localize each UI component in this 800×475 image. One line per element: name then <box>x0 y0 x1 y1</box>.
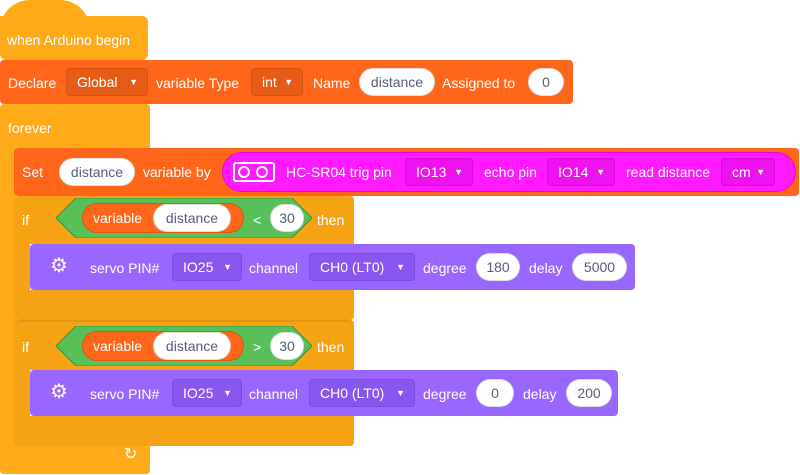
type-label: variable Type <box>156 75 240 91</box>
degree-input[interactable]: 0 <box>476 379 514 407</box>
forever-arm <box>0 140 16 436</box>
set-variable-input[interactable]: distance <box>59 158 135 186</box>
scope-dropdown[interactable]: Global ▼ <box>66 68 148 96</box>
forever-label: forever <box>8 120 52 136</box>
if-block-2-bottom <box>14 416 354 446</box>
hat-label: when Arduino begin <box>7 32 130 48</box>
declare-block[interactable]: Declare Global ▼ variable Type int ▼ Nam… <box>0 60 573 104</box>
variable-reporter[interactable]: variable distance <box>82 203 244 233</box>
if-label: if <box>22 212 29 228</box>
echo-pin-value: IO14 <box>558 164 589 180</box>
if-block-1-bottom <box>14 290 354 320</box>
sensor-label: HC-SR04 trig pin <box>286 164 392 180</box>
then-label: then <box>317 339 345 355</box>
chevron-down-icon: ▼ <box>454 167 463 177</box>
unit-value: cm <box>732 164 751 180</box>
chevron-down-icon: ▼ <box>129 77 138 87</box>
servo-pin-dropdown[interactable]: IO25 ▼ <box>172 253 242 281</box>
forever-block[interactable]: forever <box>0 104 150 148</box>
delay-input[interactable]: 200 <box>566 379 612 407</box>
trig-pin-dropdown[interactable]: IO13 ▼ <box>405 158 473 186</box>
unit-dropdown[interactable]: cm ▼ <box>721 158 775 186</box>
assigned-value-input[interactable]: 0 <box>528 68 564 96</box>
hat-cap <box>0 0 90 30</box>
degree-input[interactable]: 180 <box>476 253 520 281</box>
channel-label: channel <box>249 386 299 402</box>
ultrasonic-sensor-icon <box>233 162 275 182</box>
variable-name-input[interactable]: distance <box>359 68 435 96</box>
chevron-down-icon: ▼ <box>223 262 232 272</box>
chevron-down-icon: ▼ <box>756 167 765 177</box>
operator-label: < <box>253 212 262 228</box>
variable-label: variable <box>93 338 143 354</box>
servo-motor-icon: ⚙ <box>50 255 68 277</box>
if-block-1-arm <box>14 244 30 292</box>
then-label: then <box>317 212 345 228</box>
variable-reporter[interactable]: variable distance <box>82 331 244 361</box>
degree-label: degree <box>423 260 467 276</box>
hc-sr04-reporter[interactable]: HC-SR04 trig pin IO13 ▼ echo pin IO14 ▼ … <box>222 152 796 192</box>
echo-pin-dropdown[interactable]: IO14 ▼ <box>547 158 615 186</box>
variable-name-field[interactable]: distance <box>153 204 231 232</box>
if-block-1[interactable]: if variable distance < 30 then <box>14 196 354 244</box>
servo-pin-value: IO25 <box>183 259 214 275</box>
set-block[interactable]: Set distance variable by HC-SR04 trig pi… <box>14 148 799 196</box>
compare-value-input[interactable]: 30 <box>270 332 304 360</box>
assign-label: Assigned to <box>442 75 516 91</box>
channel-dropdown[interactable]: CH0 (LT0) ▼ <box>309 253 415 281</box>
set-label: Set <box>22 164 44 180</box>
channel-value: CH0 (LT0) <box>320 385 385 401</box>
servo-pin-label: servo PIN# <box>90 260 160 276</box>
type-dropdown[interactable]: int ▼ <box>251 68 303 96</box>
delay-input[interactable]: 5000 <box>572 253 627 281</box>
operator-label: > <box>253 339 262 355</box>
variable-name-field[interactable]: distance <box>153 332 231 360</box>
delay-label: delay <box>529 260 563 276</box>
channel-value: CH0 (LT0) <box>320 259 385 275</box>
servo-pin-value: IO25 <box>183 385 214 401</box>
servo-block-1[interactable]: ⚙ servo PIN# IO25 ▼ channel CH0 (LT0) ▼ … <box>30 244 635 290</box>
variable-label: variable <box>93 210 143 226</box>
echo-label: echo pin <box>484 164 537 180</box>
chevron-down-icon: ▼ <box>596 167 605 177</box>
name-label: Name <box>313 75 351 91</box>
read-distance-label: read distance <box>626 164 711 180</box>
if-block-2-arm <box>14 370 30 418</box>
servo-pin-label: servo PIN# <box>90 386 160 402</box>
chevron-down-icon: ▼ <box>284 77 293 87</box>
channel-label: channel <box>249 260 299 276</box>
scope-value: Global <box>77 74 118 90</box>
chevron-down-icon: ▼ <box>396 262 405 272</box>
loop-arrow-icon: ↻ <box>124 446 138 463</box>
type-value: int <box>262 74 277 90</box>
if-label: if <box>22 339 29 355</box>
servo-block-2[interactable]: ⚙ servo PIN# IO25 ▼ channel CH0 (LT0) ▼ … <box>30 370 618 416</box>
servo-pin-dropdown[interactable]: IO25 ▼ <box>172 379 242 407</box>
by-label: variable by <box>143 164 211 180</box>
trig-pin-value: IO13 <box>416 164 447 180</box>
if-block-2[interactable]: if variable distance > 30 then <box>14 320 354 370</box>
degree-label: degree <box>423 386 467 402</box>
delay-label: delay <box>523 386 557 402</box>
chevron-down-icon: ▼ <box>223 388 232 398</box>
compare-value-input[interactable]: 30 <box>270 204 304 232</box>
declare-label: Declare <box>8 75 57 91</box>
servo-motor-icon: ⚙ <box>50 381 68 403</box>
channel-dropdown[interactable]: CH0 (LT0) ▼ <box>309 379 415 407</box>
chevron-down-icon: ▼ <box>396 388 405 398</box>
